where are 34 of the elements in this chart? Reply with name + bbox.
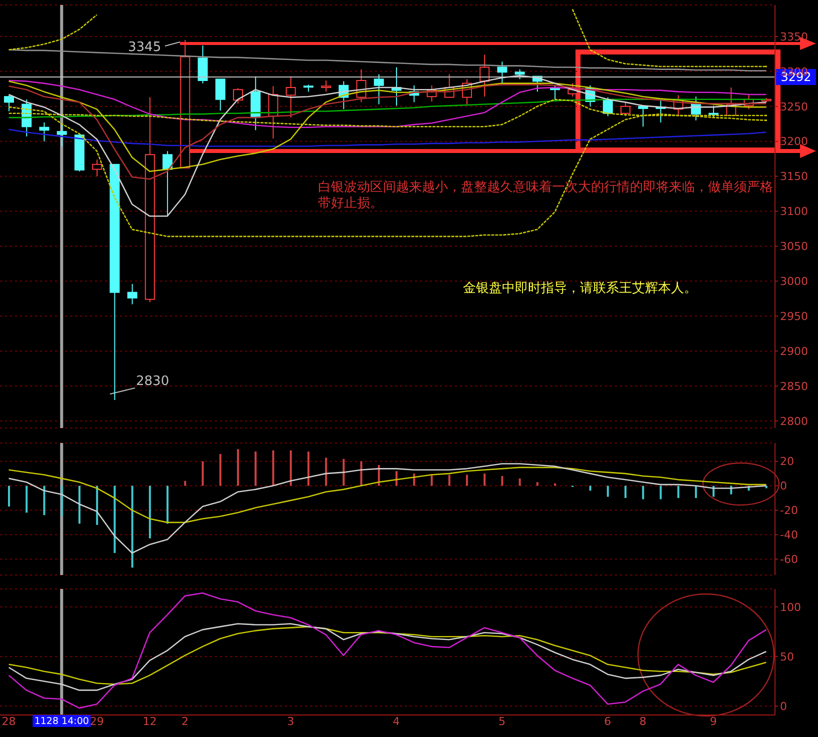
annotation: 金银盘中即时指导，请联系王艾辉本人。 [463,281,698,297]
x-tick-label: 8 [639,715,646,728]
y-tick-label: 100 [780,600,801,614]
y-tick-label: 3150 [780,170,808,184]
y-tick-label: 3200 [780,135,808,148]
y-tick-label: -60 [780,553,798,566]
y-tick-label: 2800 [780,414,808,428]
y-tick-label: 50 [780,650,794,664]
y-tick-label: 3100 [780,205,808,218]
y-tick-label: 0 [780,700,787,713]
x-tick-label: 12 [142,715,157,728]
annotation: 白银波动区间越来越小，盘整越久意味着一次大的行情的即将来临，做单须严格带好止损。 [318,180,773,212]
x-tick-label: 29 [90,715,104,728]
x-tick-label: 3 [287,715,294,728]
y-tick-label: -40 [780,528,798,542]
y-tick-label: 2850 [780,380,808,393]
x-tick-label: 6 [604,715,612,728]
y-tick-label: 3000 [780,275,808,288]
annotation: 2830 [136,374,170,390]
y-tick-label: 20 [780,455,794,468]
x-tick-label: 28 [2,715,16,728]
y-tick-label: 2900 [780,344,808,358]
y-tick-label: 0 [780,480,787,493]
y-tick-label: 2950 [780,310,808,324]
x-tick-label: 5 [498,715,506,728]
y-tick-label: -20 [780,504,798,518]
annotation: 3345 [128,40,162,56]
x-tick-label: 2 [181,715,188,728]
x-tick-label: 9 [710,715,717,728]
y-tick-label: 3350 [780,30,808,44]
y-tick-label: 3250 [780,100,808,114]
x-tick-label: 1128 14:00 [34,716,89,727]
x-tick-label: 4 [392,715,400,728]
y-tick-label: 3050 [780,240,808,254]
